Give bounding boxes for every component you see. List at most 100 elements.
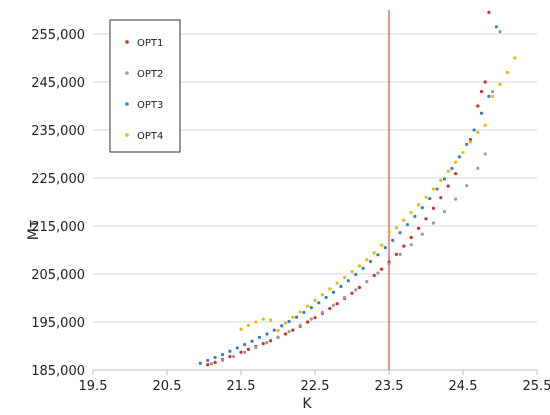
point-opt4 — [306, 304, 310, 308]
point-opt3 — [361, 266, 365, 270]
point-opt2 — [331, 303, 336, 307]
y-tick-label: 245,000 — [31, 76, 85, 91]
point-opt4 — [335, 281, 339, 285]
point-opt3 — [413, 214, 417, 218]
point-opt4 — [446, 169, 450, 173]
y-tick-label: 225,000 — [31, 172, 85, 187]
point-opt1 — [402, 244, 406, 248]
point-opt1 — [417, 226, 421, 230]
point-opt1 — [439, 196, 443, 200]
point-opt3 — [287, 319, 291, 324]
point-opt3 — [206, 358, 210, 362]
point-opt2 — [287, 330, 291, 334]
point-opt2 — [354, 288, 358, 292]
point-opt1 — [213, 360, 217, 364]
point-opt4 — [298, 310, 302, 314]
legend-label-opt2: OPT2 — [137, 69, 163, 80]
point-opt1 — [424, 217, 428, 221]
point-opt2 — [483, 152, 487, 156]
point-opt3 — [391, 238, 395, 242]
point-opt4 — [246, 323, 250, 327]
point-opt3 — [302, 310, 306, 314]
point-opt2 — [309, 317, 313, 321]
point-opt3 — [213, 355, 217, 360]
point-opt3 — [220, 353, 225, 357]
point-opt1 — [394, 252, 398, 256]
point-opt2 — [387, 262, 391, 266]
point-opt3 — [228, 349, 232, 353]
legend: OPT1 OPT2 OPT3 OPT4 — [109, 19, 181, 153]
legend-marker-opt2 — [125, 71, 129, 75]
point-opt3 — [243, 342, 247, 347]
point-opt4 — [269, 318, 273, 322]
point-opt1 — [291, 328, 295, 332]
point-opt3 — [368, 259, 373, 264]
y-tick-label: 235,000 — [31, 124, 85, 139]
point-opt4 — [328, 287, 332, 291]
point-opt3 — [376, 253, 380, 257]
point-opt2 — [220, 358, 225, 362]
point-opt2 — [476, 166, 480, 170]
y-tick-label: 255,000 — [31, 28, 85, 43]
point-opt4 — [498, 82, 502, 86]
point-opt4 — [417, 203, 421, 207]
x-tick-label: 20.5 — [153, 379, 182, 394]
y-tick-label: 185,000 — [31, 364, 85, 379]
point-opt3 — [257, 335, 262, 339]
point-opt4 — [372, 251, 376, 255]
y-tick-label: 205,000 — [31, 268, 85, 283]
point-opt1 — [431, 206, 435, 210]
point-opt2 — [431, 221, 435, 225]
point-opt2 — [442, 210, 447, 214]
point-opt4 — [365, 258, 369, 262]
point-opt1 — [454, 172, 458, 176]
axes: 185,000 195,000 205,000 215,000 225,000 235,0… — [31, 28, 550, 394]
point-opt3 — [346, 279, 350, 283]
point-opt1 — [372, 273, 376, 278]
point-opt1 — [446, 184, 450, 188]
point-opt1 — [476, 104, 480, 108]
point-opt4 — [283, 321, 287, 325]
point-opt4 — [468, 140, 472, 144]
point-opt4 — [476, 130, 480, 134]
x-tick-label: 21.5 — [227, 379, 256, 394]
point-opt2 — [365, 280, 369, 284]
point-opt2 — [409, 243, 413, 247]
point-opt4 — [513, 56, 517, 60]
point-opt3 — [405, 222, 410, 227]
point-opt4 — [357, 264, 361, 268]
y-tick-label: 195,000 — [31, 316, 85, 331]
point-opt3 — [450, 166, 454, 170]
y-tick-label: 215,000 — [31, 220, 85, 235]
point-opt2 — [491, 90, 495, 94]
legend-label-opt4: OPT4 — [137, 131, 163, 142]
point-opt4 — [239, 327, 243, 331]
point-opt1 — [261, 342, 265, 346]
point-opt4 — [261, 317, 265, 321]
point-opt2 — [265, 341, 269, 345]
point-opt4 — [461, 150, 465, 155]
point-opt4 — [387, 230, 391, 234]
point-opt4 — [483, 123, 487, 127]
y-axis-label: Мτ — [26, 220, 42, 241]
data-points — [198, 10, 517, 367]
legend-label-opt3: OPT3 — [137, 100, 163, 111]
point-opt3 — [331, 290, 336, 294]
point-opt1 — [409, 235, 413, 240]
point-opt1 — [239, 350, 243, 354]
point-opt2 — [254, 345, 258, 350]
point-opt2 — [398, 252, 402, 256]
point-opt4 — [505, 70, 509, 74]
point-opt4 — [454, 160, 458, 164]
point-opt1 — [328, 306, 332, 311]
x-axis-label: K — [302, 396, 312, 412]
point-opt3 — [198, 361, 202, 365]
point-opt1 — [468, 138, 472, 142]
point-opt4 — [402, 218, 406, 222]
point-opt3 — [250, 339, 254, 343]
point-opt2 — [243, 350, 247, 354]
point-opt1 — [269, 339, 273, 343]
point-opt1 — [283, 332, 287, 336]
point-opt1 — [357, 285, 361, 290]
point-opt1 — [483, 80, 487, 84]
